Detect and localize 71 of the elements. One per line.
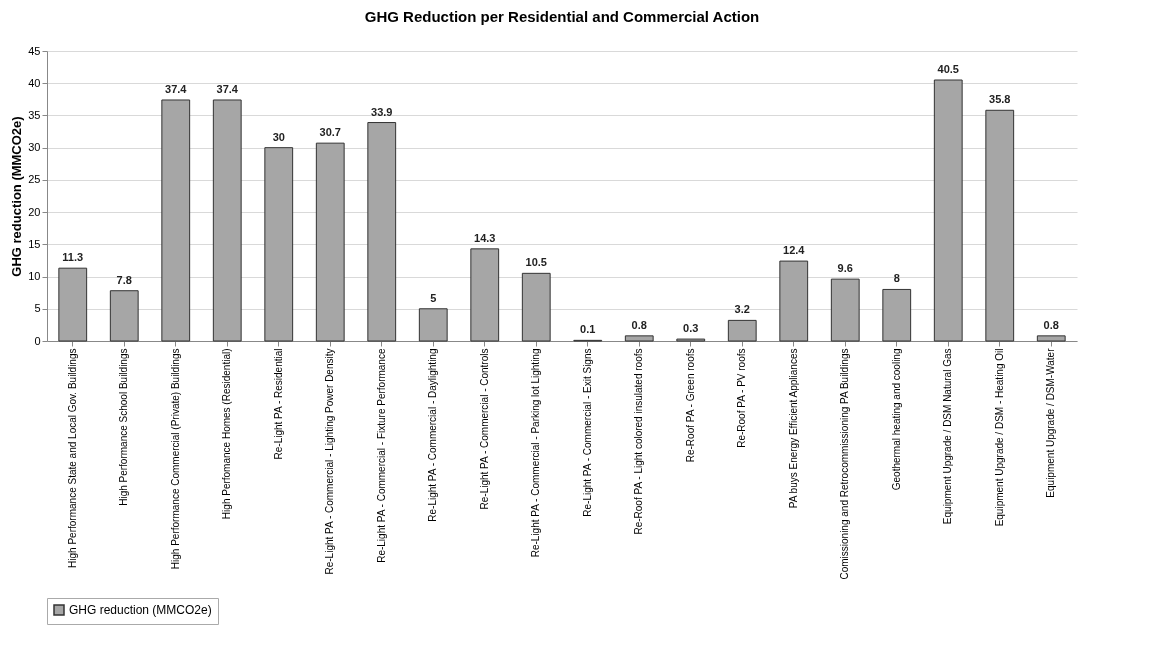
y-tick-label: 25 <box>28 173 41 186</box>
y-tick-label: 20 <box>28 205 41 218</box>
bar <box>367 122 397 342</box>
y-tick-label: 45 <box>28 44 41 57</box>
bar <box>58 267 88 342</box>
bar <box>212 99 242 342</box>
data-label: 40.5 <box>937 63 959 75</box>
data-label: 12.4 <box>783 244 806 257</box>
x-tick-label: Re-Light PA - Commercial - Exit Signs <box>581 348 593 517</box>
x-tick-label: Re-Light PA - Residential <box>272 348 284 460</box>
x-tick-label: Re-Light PA - Commercial - Controls <box>478 348 490 510</box>
x-tick-label: Equipment Upgrade / DSM Natural Gas <box>942 348 954 525</box>
bar <box>161 99 191 342</box>
x-tick-label: Re-Roof PA - Light colored insulated roofs <box>633 348 645 535</box>
x-tick-label: High Perfomance Homes (Residential) <box>221 348 233 520</box>
data-label: 8 <box>893 272 900 285</box>
x-tick-label: High Performance School Buildings <box>118 348 130 506</box>
y-tick-label: 35 <box>28 108 41 121</box>
bar <box>521 272 551 342</box>
bar <box>882 288 912 342</box>
bar <box>624 335 654 342</box>
y-tick-label: 10 <box>28 270 41 283</box>
x-tick-label: High Performance State and Local Gov. Buildings <box>66 348 78 568</box>
data-label: 9.6 <box>837 262 853 275</box>
x-tick-label: Re-Light PA - Commercial - Daylighting <box>427 348 439 522</box>
bar <box>985 109 1015 342</box>
data-label: 10.5 <box>525 256 547 269</box>
x-tick-label: Re-Light PA - Commercial - Lighting Power Density <box>324 348 336 575</box>
bar <box>933 79 963 342</box>
data-label: 14.3 <box>474 231 496 244</box>
data-label: 0.8 <box>1043 318 1059 331</box>
y-tick-label: 5 <box>34 302 41 315</box>
x-tick-label: Geothermal heating and cooling <box>890 348 902 491</box>
y-tick-label: 0 <box>34 334 41 347</box>
bar <box>418 308 448 342</box>
x-tick-label: Comissioning and Retrocommissioning PA Buildings <box>839 348 851 580</box>
bar <box>109 290 139 342</box>
data-label: 0.1 <box>580 323 596 336</box>
data-label: 35.8 <box>989 93 1011 106</box>
bar <box>830 278 860 342</box>
data-label: 30 <box>272 130 285 143</box>
bar <box>779 260 809 342</box>
x-tick-label: High Performance Commercial (Private) Buildings <box>169 348 181 570</box>
bar <box>1036 335 1066 342</box>
x-tick-label: Re-Light PA - Commercial - Fixture Performance <box>375 348 387 563</box>
x-tick-label: Re-Roof PA - PV roofs <box>736 348 748 448</box>
data-label: 37.4 <box>216 82 239 95</box>
y-tick-label: 15 <box>28 237 41 250</box>
bar <box>727 319 757 342</box>
data-label: 33.9 <box>371 105 393 118</box>
data-label: 7.8 <box>116 273 132 286</box>
data-label: 3.2 <box>734 303 750 316</box>
data-label: 0.3 <box>683 322 699 335</box>
y-axis-title: GHG reduction (MMCO2e) <box>9 116 25 277</box>
bar <box>264 147 294 342</box>
data-label: 30.7 <box>319 126 341 139</box>
chart-title: GHG Reduction per Residential and Commercial Action <box>364 8 760 25</box>
data-label: 37.4 <box>165 82 188 95</box>
y-tick-label: 40 <box>28 76 41 89</box>
legend-label: GHG reduction (MMCO2e) <box>69 603 212 617</box>
data-label: 5 <box>430 291 437 304</box>
bar <box>315 142 345 342</box>
x-tick-label: PA buys Energy Efficient Appliances <box>787 348 799 509</box>
data-label: 0.8 <box>631 318 647 331</box>
data-label: 11.3 <box>62 251 84 264</box>
x-tick-label: Re-Light PA - Commercial - Parking lot Lighting <box>530 348 542 558</box>
x-tick-label: Re-Roof PA - Green roofs <box>684 348 696 463</box>
x-tick-label: Equipment Upgrade / DSM - Heating Oil <box>993 348 1005 527</box>
bar <box>470 248 500 342</box>
y-tick-label: 30 <box>28 141 41 154</box>
x-tick-label: Equipment Upgrade / DSM-Water <box>1045 347 1057 498</box>
